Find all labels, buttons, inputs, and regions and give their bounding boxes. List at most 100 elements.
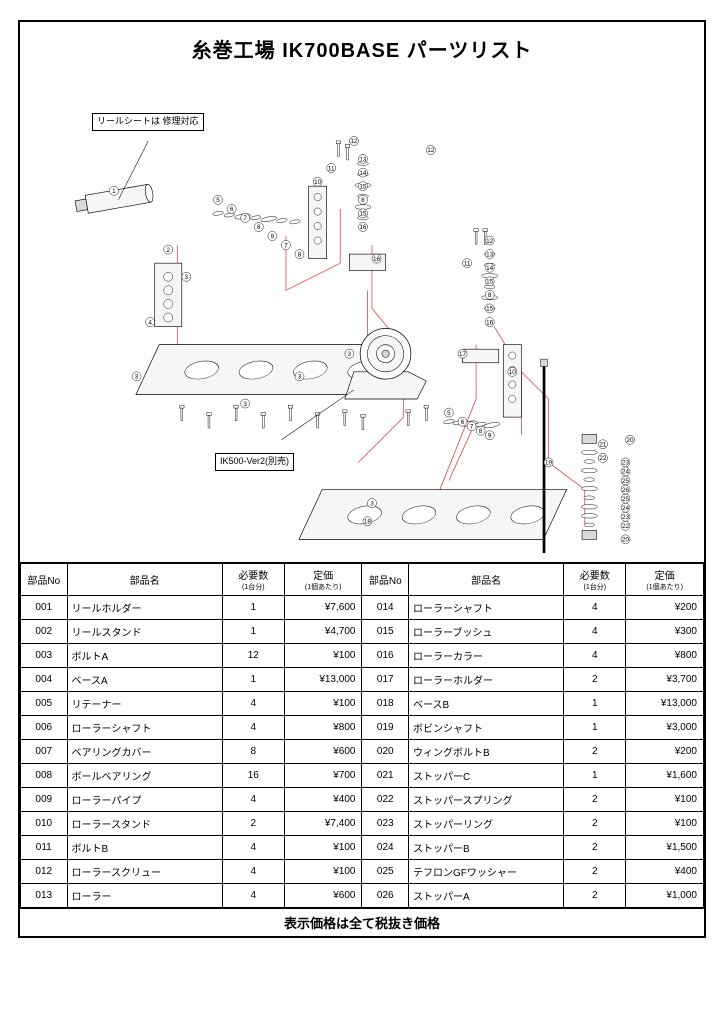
cell-qty: 1: [222, 668, 284, 692]
cell-name: ローラーシャフト: [409, 596, 564, 620]
cell-name: ベースB: [409, 692, 564, 716]
svg-text:3: 3: [243, 401, 247, 408]
callout-reel-sheet: リールシートは 修理対応: [92, 113, 204, 131]
cell-name: ストッパーB: [409, 836, 564, 860]
header-price: 定価 (1個あたり): [284, 564, 362, 596]
svg-text:8: 8: [479, 428, 483, 435]
svg-text:3: 3: [370, 500, 374, 507]
cell-name: ストッパーリング: [409, 812, 564, 836]
table-row: 001リールホルダー1¥7,600014ローラーシャフト4¥200: [21, 596, 704, 620]
svg-text:7: 7: [243, 215, 247, 222]
table-row: 003ボルトA12¥100016ローラーカラー4¥800: [21, 644, 704, 668]
table-row: 004ベースA1¥13,000017ローラーホルダー2¥3,700: [21, 668, 704, 692]
cell-price: ¥100: [284, 836, 362, 860]
svg-text:17: 17: [459, 351, 467, 358]
cell-name: テフロンGFワッシャー: [409, 860, 564, 884]
svg-text:12: 12: [427, 147, 435, 154]
svg-text:20: 20: [622, 537, 630, 544]
cell-price: ¥100: [626, 812, 704, 836]
cell-no: 007: [21, 740, 68, 764]
svg-text:5: 5: [447, 410, 451, 417]
cell-name: ストッパーC: [409, 764, 564, 788]
cell-name: ローラー: [67, 884, 222, 908]
cell-no: 023: [362, 812, 409, 836]
svg-text:8: 8: [488, 292, 492, 299]
cell-qty: 4: [222, 692, 284, 716]
cell-name: ローラーブッシュ: [409, 620, 564, 644]
cell-qty: 4: [564, 596, 626, 620]
cell-name: ボルトA: [67, 644, 222, 668]
header-qty-main-2: 必要数: [580, 571, 610, 582]
cell-name: ボールベアリング: [67, 764, 222, 788]
cell-no: 018: [362, 692, 409, 716]
svg-text:15: 15: [359, 183, 367, 190]
header-price-2: 定価 (1個あたり): [626, 564, 704, 596]
header-part-name: 部品名: [67, 564, 222, 596]
cell-no: 003: [21, 644, 68, 668]
cell-qty: 4: [564, 644, 626, 668]
cell-name: ストッパースプリング: [409, 788, 564, 812]
cell-no: 013: [21, 884, 68, 908]
cell-no: 010: [21, 812, 68, 836]
cell-qty: 2: [564, 860, 626, 884]
svg-text:3: 3: [135, 374, 139, 381]
cell-qty: 1: [564, 692, 626, 716]
callout-text: リールシートは 修理対応: [97, 116, 199, 126]
svg-text:14: 14: [359, 170, 367, 177]
svg-text:22: 22: [599, 455, 607, 462]
exploded-diagram: リールシートは 修理対応 IK500-Ver2(別売): [20, 73, 704, 563]
cell-no: 005: [21, 692, 68, 716]
cell-qty: 2: [564, 740, 626, 764]
cell-price: ¥100: [626, 788, 704, 812]
document-frame: 糸巻工場 IK700BASE パーツリスト リールシートは 修理対応 IK500…: [18, 20, 706, 938]
cell-name: ローラーパイプ: [67, 788, 222, 812]
cell-no: 014: [362, 596, 409, 620]
cell-qty: 4: [222, 860, 284, 884]
header-part-no: 部品No: [21, 564, 68, 596]
header-price-sub-2: (1個あたり): [628, 582, 701, 592]
cell-qty: 1: [222, 596, 284, 620]
svg-text:8: 8: [361, 197, 365, 204]
cell-qty: 4: [222, 716, 284, 740]
cell-no: 011: [21, 836, 68, 860]
footer-note: 表示価格は全て税抜き価格: [20, 908, 704, 936]
cell-no: 024: [362, 836, 409, 860]
cell-no: 021: [362, 764, 409, 788]
svg-text:16: 16: [359, 224, 367, 231]
cell-price: ¥1,000: [626, 884, 704, 908]
table-row: 008ボールベアリング16¥700021ストッパーC1¥1,600: [21, 764, 704, 788]
svg-text:25: 25: [622, 478, 630, 485]
cell-price: ¥800: [626, 644, 704, 668]
cell-price: ¥600: [284, 740, 362, 764]
svg-text:10: 10: [314, 179, 322, 186]
svg-text:16: 16: [373, 256, 381, 263]
svg-text:6: 6: [230, 206, 234, 213]
cell-price: ¥400: [284, 788, 362, 812]
table-row: 009ローラーパイプ4¥400022ストッパースプリング2¥100: [21, 788, 704, 812]
header-qty-sub-2: (1台分): [566, 582, 623, 592]
svg-text:7: 7: [284, 242, 288, 249]
svg-text:11: 11: [328, 165, 335, 172]
cell-price: ¥100: [284, 692, 362, 716]
svg-text:19: 19: [545, 460, 553, 467]
cell-name: ベースA: [67, 668, 222, 692]
cell-price: ¥300: [626, 620, 704, 644]
cell-qty: 4: [222, 836, 284, 860]
cell-price: ¥1,600: [626, 764, 704, 788]
cell-name: リールスタンド: [67, 620, 222, 644]
cell-no: 020: [362, 740, 409, 764]
cell-qty: 1: [564, 716, 626, 740]
cell-name: ローラースタンド: [67, 812, 222, 836]
cell-no: 009: [21, 788, 68, 812]
svg-text:3: 3: [185, 274, 189, 281]
cell-name: ストッパーA: [409, 884, 564, 908]
cell-no: 019: [362, 716, 409, 740]
cell-price: ¥100: [284, 860, 362, 884]
cell-price: ¥800: [284, 716, 362, 740]
cell-qty: 4: [564, 620, 626, 644]
header-price-main-2: 定価: [655, 571, 675, 582]
cell-price: ¥700: [284, 764, 362, 788]
svg-text:10: 10: [509, 369, 517, 376]
svg-text:16: 16: [486, 319, 494, 326]
cell-qty: 1: [222, 620, 284, 644]
